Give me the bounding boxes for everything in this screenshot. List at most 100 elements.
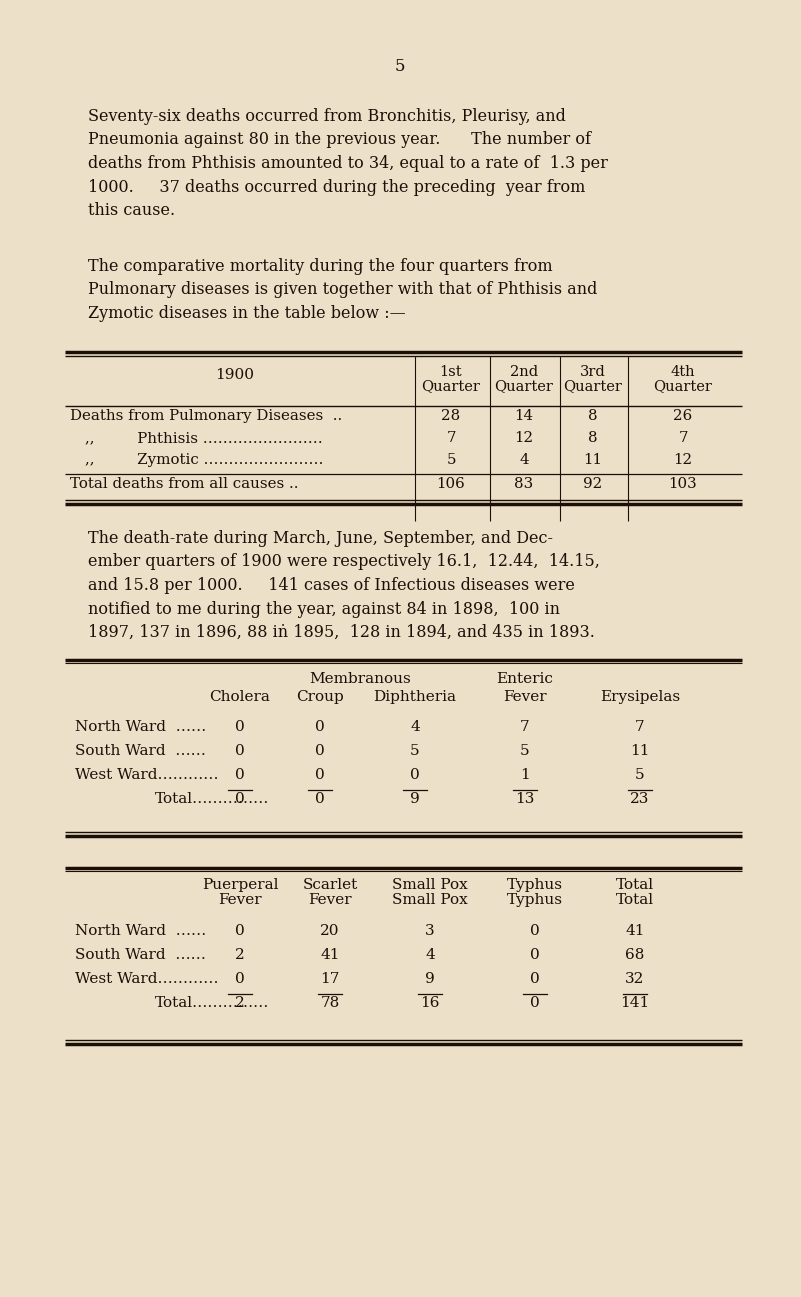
- Text: 41: 41: [626, 923, 645, 938]
- Text: North Ward  ……: North Ward ……: [75, 720, 206, 734]
- Text: Typhus: Typhus: [507, 878, 563, 892]
- Text: 0: 0: [530, 971, 540, 986]
- Text: 83: 83: [514, 477, 533, 492]
- Text: Scarlet: Scarlet: [302, 878, 357, 892]
- Text: 141: 141: [621, 996, 650, 1010]
- Text: 1: 1: [520, 768, 530, 782]
- Text: 0: 0: [315, 744, 325, 757]
- Text: 32: 32: [626, 971, 645, 986]
- Text: Total: Total: [616, 894, 654, 907]
- Text: Pulmonary diseases is given together with that of Phthisis and: Pulmonary diseases is given together wit…: [88, 281, 598, 298]
- Text: 14: 14: [514, 409, 533, 423]
- Text: 0: 0: [235, 768, 245, 782]
- Text: 2nd: 2nd: [510, 364, 538, 379]
- Text: 103: 103: [669, 477, 698, 492]
- Text: Puerperal: Puerperal: [202, 878, 278, 892]
- Text: 7: 7: [635, 720, 645, 734]
- Text: Quarter: Quarter: [421, 379, 481, 393]
- Text: 92: 92: [583, 477, 602, 492]
- Text: and 15.8 per 1000.     141 cases of Infectious diseases were: and 15.8 per 1000. 141 cases of Infectio…: [88, 577, 575, 594]
- Text: 5: 5: [410, 744, 420, 757]
- Text: 26: 26: [674, 409, 693, 423]
- Text: ,,         Phthisis ……………………: ,, Phthisis ……………………: [85, 431, 323, 445]
- Text: 78: 78: [320, 996, 340, 1010]
- Text: 8: 8: [588, 431, 598, 445]
- Text: 3: 3: [425, 923, 435, 938]
- Text: The death-rate during March, June, September, and Dec-: The death-rate during March, June, Septe…: [88, 530, 553, 547]
- Text: Croup: Croup: [296, 690, 344, 704]
- Text: 7: 7: [678, 431, 688, 445]
- Text: 2: 2: [235, 948, 245, 962]
- Text: 13: 13: [515, 792, 535, 805]
- Text: Fever: Fever: [308, 894, 352, 907]
- Text: ember quarters of 1900 were respectively 16.1,  12.44,  14.15,: ember quarters of 1900 were respectively…: [88, 554, 600, 571]
- Text: Total……………: Total……………: [155, 996, 269, 1010]
- Text: Small Pox: Small Pox: [392, 894, 468, 907]
- Text: Small Pox: Small Pox: [392, 878, 468, 892]
- Text: 41: 41: [320, 948, 340, 962]
- Text: Membranous: Membranous: [309, 672, 411, 686]
- Text: 17: 17: [320, 971, 340, 986]
- Text: Cholera: Cholera: [210, 690, 271, 704]
- Text: Seventy-six deaths occurred from Bronchitis, Pleurisy, and: Seventy-six deaths occurred from Bronchi…: [88, 108, 566, 125]
- Text: Erysipelas: Erysipelas: [600, 690, 680, 704]
- Text: 5: 5: [520, 744, 529, 757]
- Text: 12: 12: [514, 431, 533, 445]
- Text: 11: 11: [583, 453, 602, 467]
- Text: West Ward…………: West Ward…………: [75, 768, 219, 782]
- Text: 0: 0: [315, 768, 325, 782]
- Text: Typhus: Typhus: [507, 894, 563, 907]
- Text: Zymotic diseases in the table below :—: Zymotic diseases in the table below :—: [88, 305, 406, 322]
- Text: 28: 28: [441, 409, 461, 423]
- Text: Deaths from Pulmonary Diseases  ..: Deaths from Pulmonary Diseases ..: [70, 409, 342, 423]
- Text: Pneumonia against 80 in the previous year.      The number of: Pneumonia against 80 in the previous yea…: [88, 131, 591, 148]
- Text: 0: 0: [235, 744, 245, 757]
- Text: West Ward…………: West Ward…………: [75, 971, 219, 986]
- Text: 0: 0: [315, 720, 325, 734]
- Text: 11: 11: [630, 744, 650, 757]
- Text: Quarter: Quarter: [564, 379, 622, 393]
- Text: 23: 23: [630, 792, 650, 805]
- Text: Quarter: Quarter: [654, 379, 712, 393]
- Text: deaths from Phthisis amounted to 34, equal to a rate of  1.3 per: deaths from Phthisis amounted to 34, equ…: [88, 156, 608, 173]
- Text: 4: 4: [410, 720, 420, 734]
- Text: Fever: Fever: [218, 894, 262, 907]
- Text: Total: Total: [616, 878, 654, 892]
- Text: 0: 0: [530, 923, 540, 938]
- Text: 9: 9: [410, 792, 420, 805]
- Text: this cause.: this cause.: [88, 202, 175, 219]
- Text: 1000.     37 deaths occurred during the preceding  year from: 1000. 37 deaths occurred during the prec…: [88, 179, 586, 196]
- Text: 9: 9: [425, 971, 435, 986]
- Text: 0: 0: [235, 720, 245, 734]
- Text: 4: 4: [425, 948, 435, 962]
- Text: 4: 4: [519, 453, 529, 467]
- Text: 4th: 4th: [670, 364, 695, 379]
- Text: 0: 0: [530, 996, 540, 1010]
- Text: 68: 68: [626, 948, 645, 962]
- Text: 0: 0: [235, 792, 245, 805]
- Text: 3rd: 3rd: [580, 364, 606, 379]
- Text: South Ward  ……: South Ward ……: [75, 744, 206, 757]
- Text: 0: 0: [410, 768, 420, 782]
- Text: 0: 0: [235, 971, 245, 986]
- Text: 0: 0: [315, 792, 325, 805]
- Text: 5: 5: [635, 768, 645, 782]
- Text: Total……………: Total……………: [155, 792, 269, 805]
- Text: Quarter: Quarter: [494, 379, 553, 393]
- Text: Enteric: Enteric: [497, 672, 553, 686]
- Text: 5: 5: [395, 58, 405, 75]
- Text: 7: 7: [446, 431, 456, 445]
- Text: South Ward  ……: South Ward ……: [75, 948, 206, 962]
- Text: 5: 5: [446, 453, 456, 467]
- Text: 0: 0: [235, 923, 245, 938]
- Text: Diphtheria: Diphtheria: [373, 690, 457, 704]
- Text: North Ward  ……: North Ward ……: [75, 923, 206, 938]
- Text: 7: 7: [520, 720, 529, 734]
- Text: Total deaths from all causes ..: Total deaths from all causes ..: [70, 477, 299, 492]
- Text: 1897, 137 in 1896, 88 iṅ 1895,  128 in 1894, and 435 in 1893.: 1897, 137 in 1896, 88 iṅ 1895, 128 in 18…: [88, 624, 595, 641]
- Text: ,,         Zymotic ……………………: ,, Zymotic ……………………: [85, 453, 324, 467]
- Text: 20: 20: [320, 923, 340, 938]
- Text: Fever: Fever: [503, 690, 547, 704]
- Text: notified to me during the year, against 84 in 1898,  100 in: notified to me during the year, against …: [88, 601, 560, 617]
- Text: 16: 16: [421, 996, 440, 1010]
